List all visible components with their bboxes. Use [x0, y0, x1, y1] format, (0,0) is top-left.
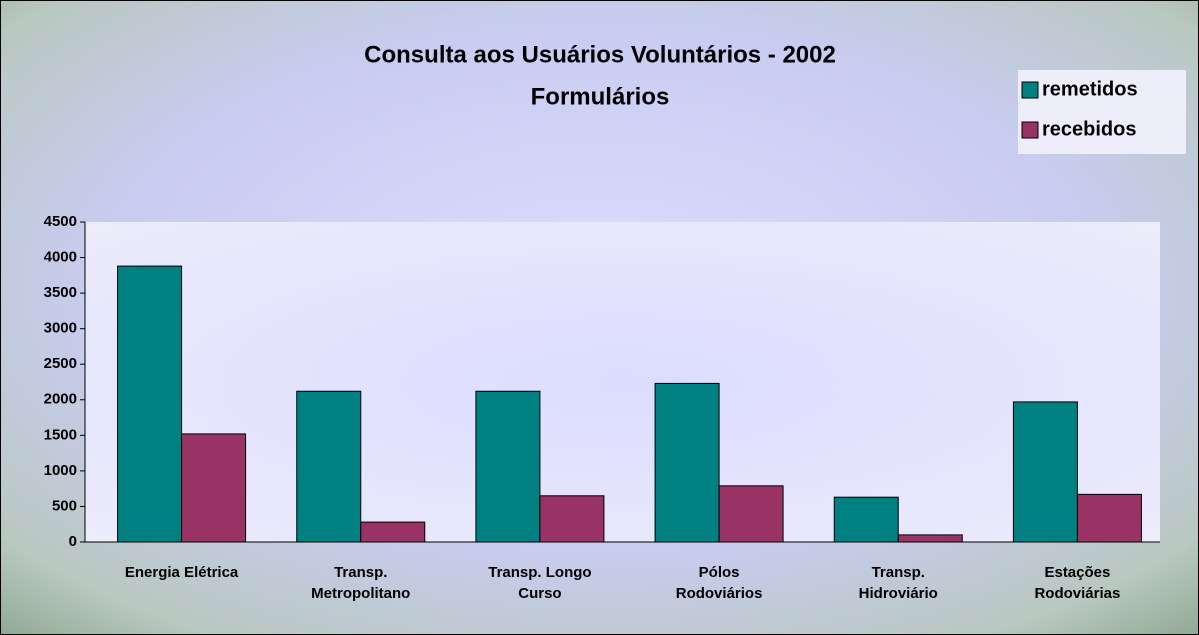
bar	[296, 390, 362, 543]
bar	[1076, 493, 1142, 543]
bar	[1012, 401, 1078, 543]
x-tick-label: Pólos Rodoviários	[675, 564, 763, 602]
bar	[181, 433, 247, 543]
x-tick-label: Transp. Metropolitano	[311, 564, 411, 602]
y-tick-label: 4500	[44, 213, 77, 230]
legend-swatch	[1021, 81, 1039, 99]
plot-area	[85, 222, 1160, 542]
bar	[360, 521, 426, 543]
x-tick-label: Estações Rodoviárias	[1034, 564, 1121, 602]
bar	[117, 265, 183, 543]
chart-subtitle: Formulários	[531, 83, 670, 110]
y-tick-label: 2500	[44, 355, 77, 372]
legend-label: remetidos	[1042, 78, 1138, 100]
x-tick-label: Energia Elétrica	[124, 564, 239, 581]
bar	[475, 390, 541, 543]
bar	[718, 485, 784, 543]
legend-label: recebidos	[1042, 118, 1136, 140]
y-tick-label: 4000	[44, 249, 77, 266]
bar	[833, 496, 899, 543]
y-tick-label: 1000	[44, 462, 77, 479]
y-tick-label: 0	[69, 533, 77, 550]
bar	[539, 495, 605, 543]
y-tick-label: 2000	[44, 391, 77, 408]
legend-swatch	[1021, 121, 1039, 139]
y-tick-label: 500	[52, 497, 77, 514]
y-tick-label: 1500	[44, 426, 77, 443]
y-tick-label: 3000	[44, 320, 77, 337]
legend-box	[1018, 70, 1186, 154]
chart-title: Consulta aos Usuários Voluntários - 2002	[364, 41, 836, 68]
bar	[654, 382, 720, 543]
x-tick-label: Transp. Hidroviário	[858, 564, 938, 602]
bar	[897, 534, 963, 543]
y-tick-label: 3500	[44, 284, 77, 301]
x-tick-label: Transp. Longo Curso	[488, 564, 592, 602]
